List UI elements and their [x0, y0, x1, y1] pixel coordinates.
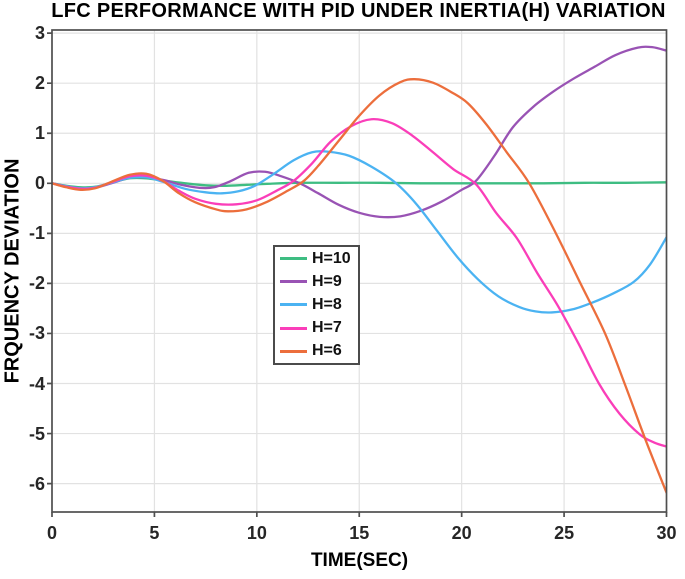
legend-item: H=8: [275, 293, 358, 316]
y-tick-label: -3: [28, 323, 45, 344]
y-tick-label: 2: [34, 73, 45, 94]
legend-item-label: H=8: [312, 295, 342, 313]
legend-line-swatch: [280, 257, 307, 261]
x-tick-label: 20: [451, 523, 472, 543]
legend-item: H=6: [275, 340, 358, 363]
y-tick-label: -1: [28, 223, 45, 244]
legend-line-swatch: [280, 326, 307, 330]
x-tick-label: 10: [246, 523, 267, 543]
y-tick-label: 3: [34, 23, 45, 44]
legend-item-label: H=10: [312, 249, 351, 267]
legend-item: H=7: [275, 317, 358, 340]
legend-item: H=10: [275, 247, 358, 270]
x-tick-label: 0: [46, 523, 57, 543]
y-axis-label: FRQUENCY DEVIATION: [1, 158, 24, 384]
legend-line-swatch: [280, 280, 307, 284]
legend-line-swatch: [280, 303, 307, 307]
chart-title: LFC PERFORMANCE WITH PID UNDER INERTIA(H…: [51, 0, 666, 22]
y-tick-label: 1: [34, 123, 45, 144]
legend-item-label: H=6: [312, 342, 342, 360]
y-tick-label: 0: [34, 173, 45, 194]
x-axis-label: TIME(SEC): [310, 550, 409, 571]
x-tick-label: 5: [149, 523, 160, 543]
legend-item: H=9: [275, 270, 358, 293]
y-tick-label: -6: [28, 473, 45, 494]
y-tick-label: -4: [28, 373, 45, 394]
y-tick-label: -5: [28, 423, 45, 444]
y-tick-label: -2: [28, 273, 45, 294]
legend-line-swatch: [280, 349, 307, 353]
x-tick-label: 25: [554, 523, 575, 543]
legend-item-label: H=7: [312, 319, 342, 337]
legend: H=10 H=9 H=8 H=7 H=6: [273, 245, 360, 365]
legend-item-label: H=9: [312, 272, 342, 290]
x-tick-label: 15: [349, 523, 370, 543]
x-tick-label: 30: [656, 523, 677, 543]
